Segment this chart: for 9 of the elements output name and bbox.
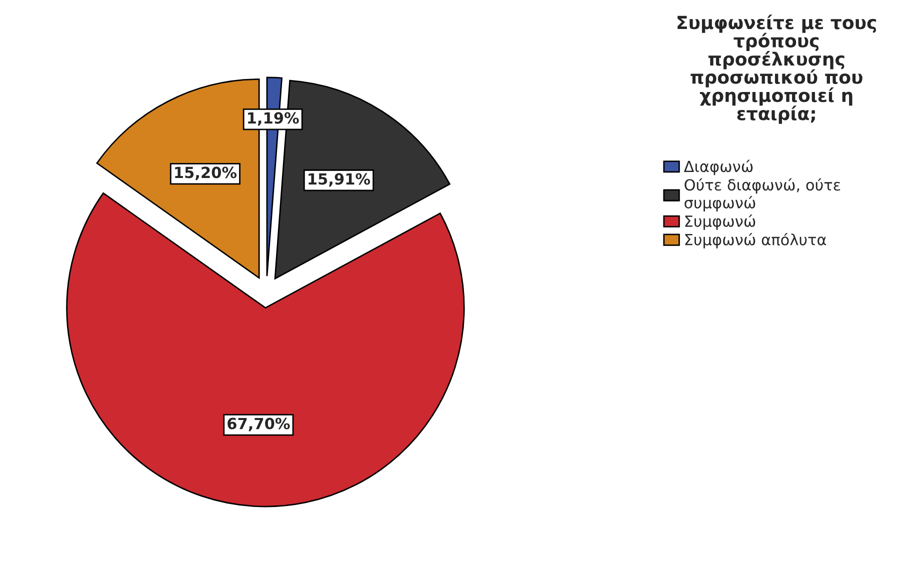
legend-label: Ούτε διαφωνώ, ούτε συμφωνώ (684, 178, 840, 212)
legend-label: Συμφωνώ απόλυτα (685, 232, 826, 248)
legend-label: Συμφωνώ (685, 214, 756, 230)
data-label: 67,70% (228, 418, 290, 432)
data-label: 15,20% (175, 166, 237, 180)
data-label: 1,19% (248, 112, 299, 126)
chart-title: Συμφωνείτε με τους τρόπους προσέλκυσης προσωπικού που χρησιμοποιεί η εταιρία; (678, 14, 876, 124)
data-label: 15,91% (308, 173, 370, 187)
legend-label: Διαφωνώ (684, 160, 753, 176)
